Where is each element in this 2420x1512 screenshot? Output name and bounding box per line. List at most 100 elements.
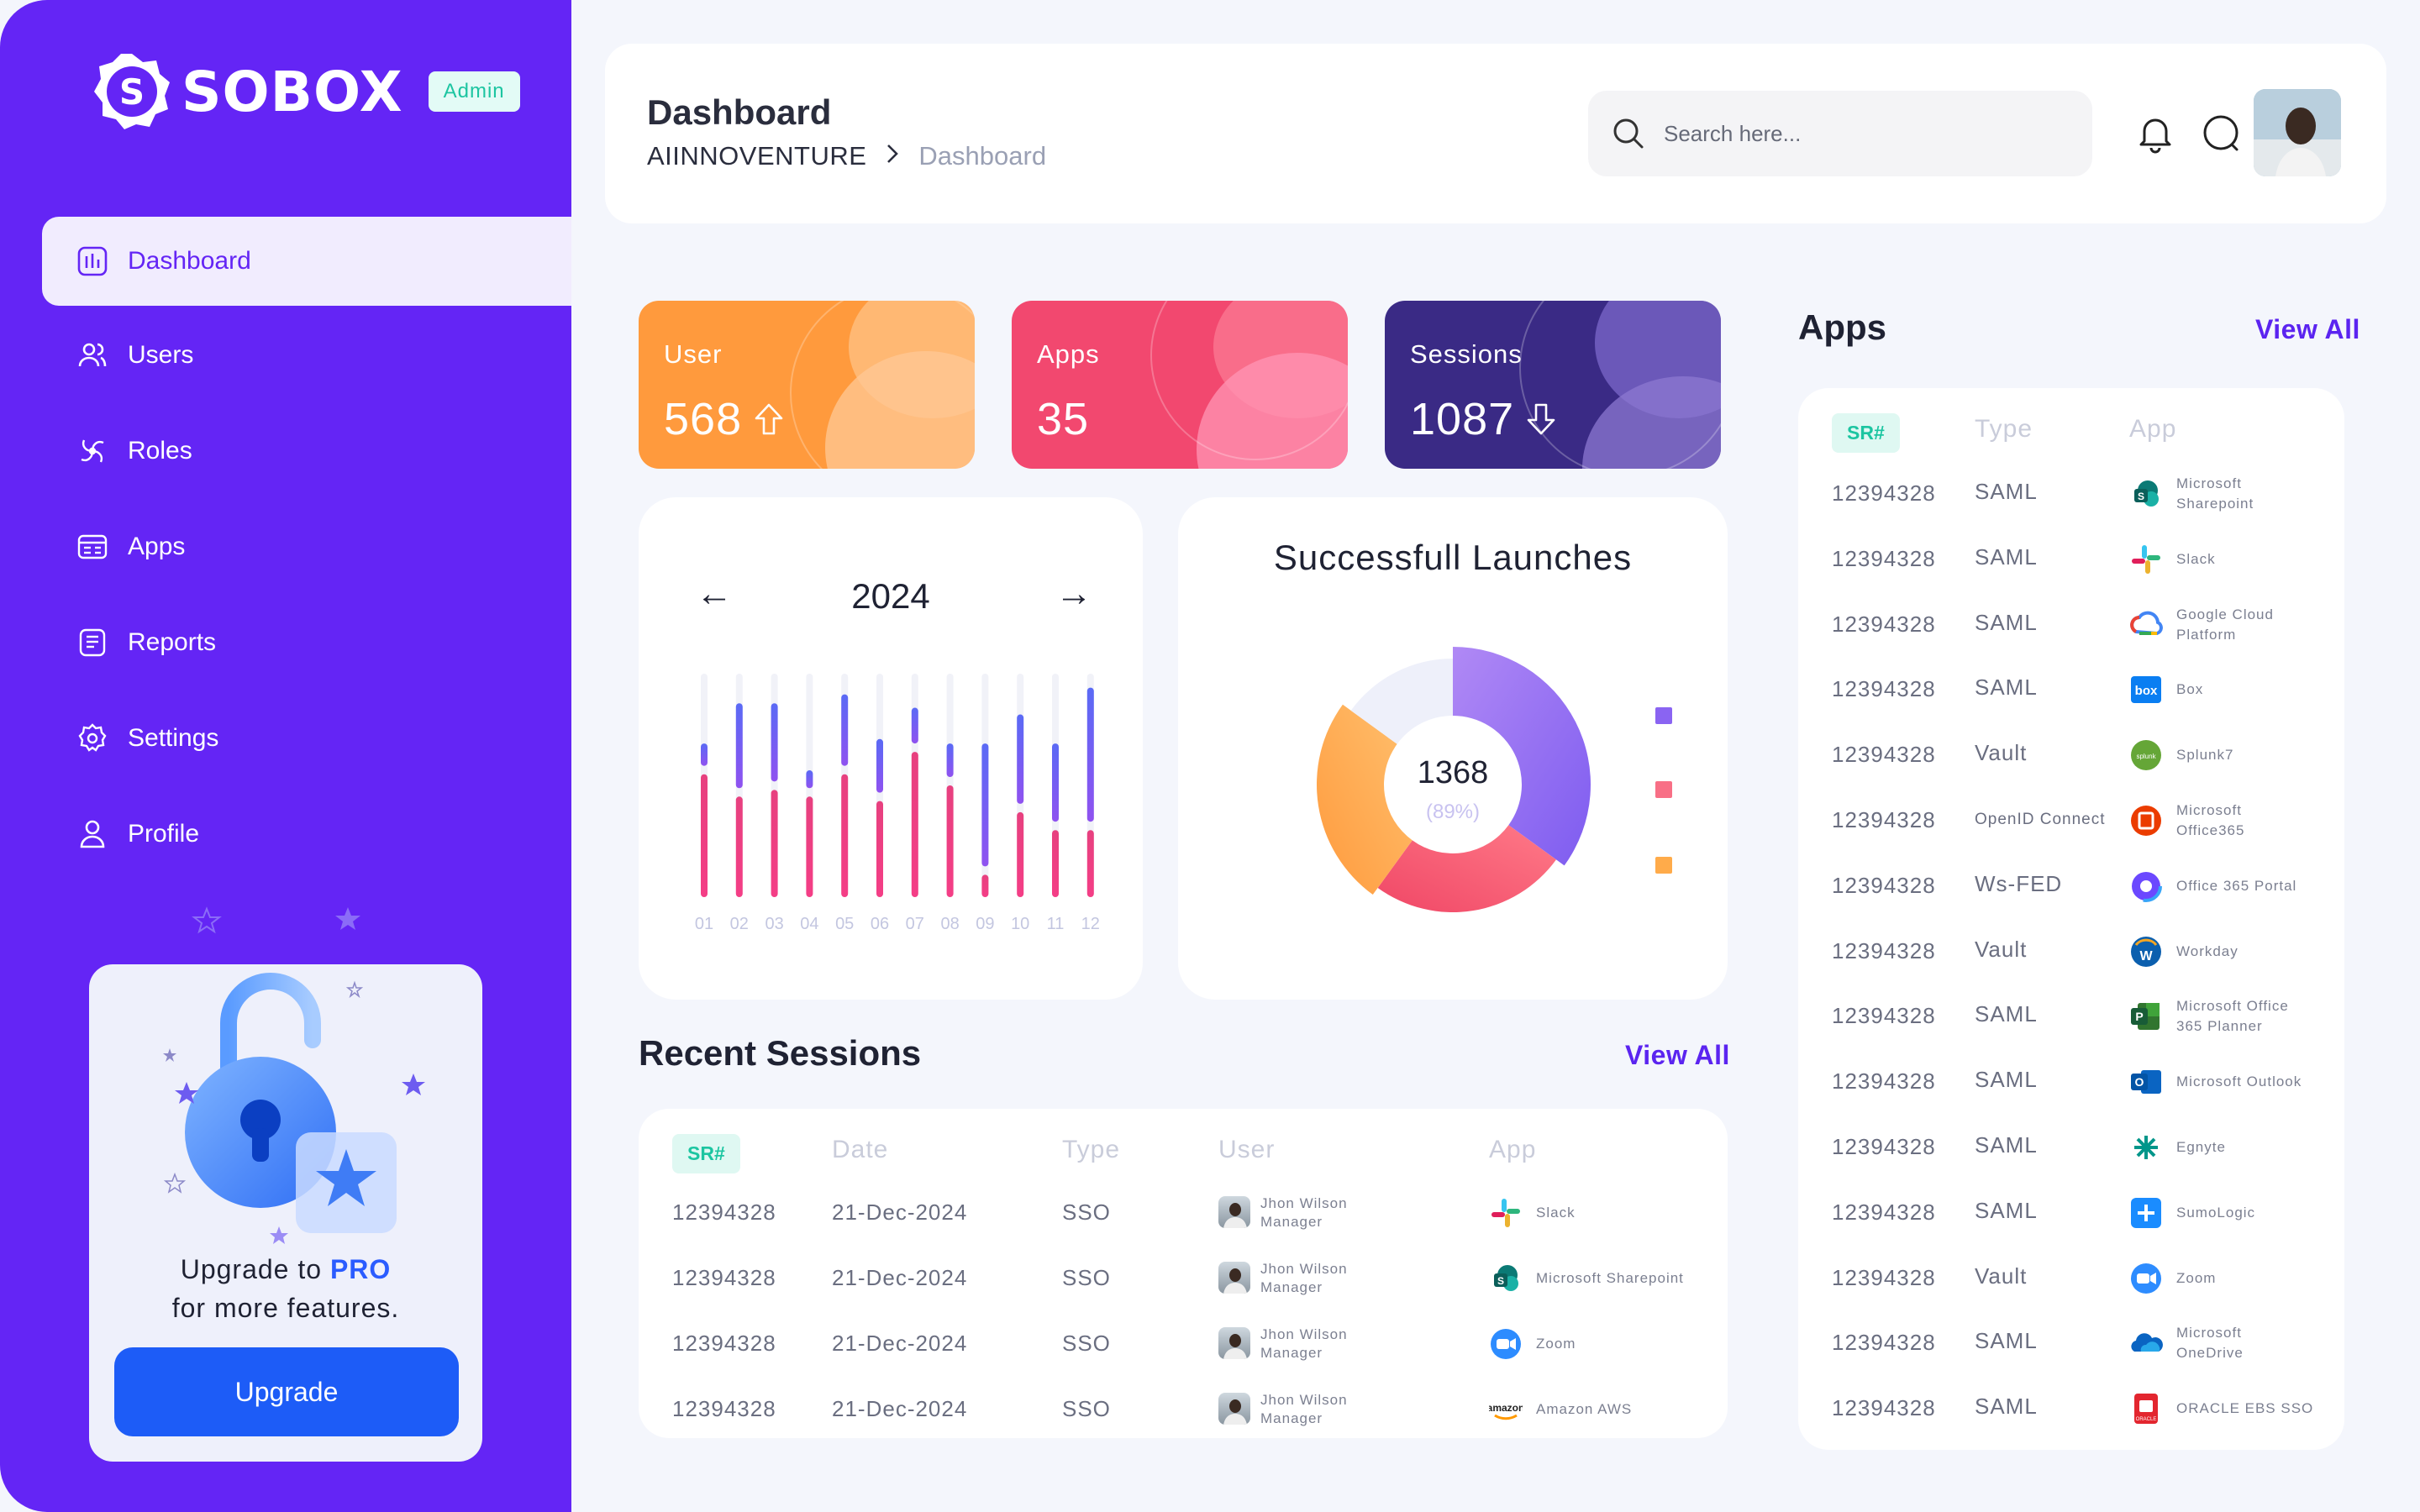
- list-item[interactable]: 12394328 Vault splunk Splunk7: [1798, 727, 2344, 785]
- bell-icon[interactable]: [2134, 113, 2176, 155]
- app-cell: Office 365 Portal: [2176, 876, 2296, 896]
- avatar[interactable]: [2254, 89, 2341, 176]
- sidebar-item-label: Reports: [128, 628, 217, 656]
- bar-segment-upper[interactable]: [841, 694, 849, 766]
- user-name: Jhon Wilson: [1260, 1326, 1348, 1342]
- table-row[interactable]: 12394328 21-Dec-2024 SSO Jhon Wilson Manager…: [639, 1383, 1728, 1441]
- reports-icon: [76, 626, 109, 659]
- brand[interactable]: S SOBOX Admin: [92, 52, 520, 131]
- app-name-line2: Office365: [2176, 822, 2245, 838]
- bar-segment-lower[interactable]: [806, 796, 813, 897]
- bar-segment-upper[interactable]: [806, 770, 813, 789]
- user-avatar: [1218, 1393, 1250, 1425]
- list-item[interactable]: 12394328 SAML Slack: [1798, 531, 2344, 590]
- bar-segment-lower[interactable]: [735, 796, 743, 897]
- list-item[interactable]: 12394328 SAML box Box: [1798, 661, 2344, 720]
- bar-segment-upper[interactable]: [771, 703, 778, 782]
- list-item[interactable]: 12394328 Ws-FED Office 365 Portal: [1798, 858, 2344, 916]
- bar-segment-lower[interactable]: [946, 785, 954, 897]
- table-row[interactable]: 12394328 21-Dec-2024 SSO Jhon Wilson Manager…: [639, 1317, 1728, 1376]
- list-item[interactable]: 12394328 SAML ORACLE ORACLE EBS SSO: [1798, 1380, 2344, 1439]
- bar-segment-upper[interactable]: [1086, 687, 1094, 822]
- chat-icon[interactable]: [2200, 113, 2242, 155]
- table-row[interactable]: 12394328 21-Dec-2024 SSO Jhon Wilson Manager…: [639, 1186, 1728, 1245]
- monthly-bar-chart: 01 02 03 04 05 06 07 08 09 10 11 12: [695, 674, 1100, 933]
- sidebar-item-label: Roles: [128, 437, 192, 465]
- list-item[interactable]: 12394328 Vault Zoom: [1798, 1250, 2344, 1309]
- bar-segment-lower[interactable]: [841, 774, 849, 897]
- bar-segment-upper[interactable]: [735, 703, 743, 789]
- list-item[interactable]: 12394328 SAML Google Cloud Platform: [1798, 596, 2344, 655]
- bar-segment-lower[interactable]: [1086, 830, 1094, 897]
- users-icon: [76, 339, 109, 372]
- list-item[interactable]: 12394328 SAML Egnyte: [1798, 1119, 2344, 1178]
- upgrade-line2: for more features.: [171, 1293, 400, 1323]
- bar-segment-lower[interactable]: [701, 774, 708, 897]
- list-item[interactable]: 12394328 SAML O Microsoft Outlook: [1798, 1053, 2344, 1112]
- user-stat-card[interactable]: User 568: [639, 301, 975, 469]
- slack-icon: [2129, 543, 2163, 576]
- donut-slice[interactable]: [1350, 659, 1453, 744]
- list-item[interactable]: 12394328 SAML S Microsoft Sharepoint: [1798, 465, 2344, 524]
- sidebar-item-roles[interactable]: Roles: [42, 405, 571, 497]
- x-tick-label: 09: [976, 915, 994, 933]
- prev-year-button[interactable]: ←: [696, 573, 733, 614]
- bar-segment-upper[interactable]: [1052, 743, 1059, 822]
- table-row[interactable]: 12394328 21-Dec-2024 SSO Jhon Wilson Manager…: [639, 1252, 1728, 1310]
- bar-segment-upper[interactable]: [911, 707, 918, 744]
- sidebar-item-profile[interactable]: Profile: [42, 788, 571, 880]
- sr-cell: 12394328: [1832, 872, 1936, 898]
- bar-segment-lower[interactable]: [876, 801, 883, 897]
- app-name-line1: Box: [2176, 681, 2204, 698]
- sidebar-item-dashboard[interactable]: Dashboard: [42, 217, 571, 306]
- bar-segment-upper[interactable]: [876, 738, 883, 793]
- type-cell: SAML: [1975, 609, 2038, 635]
- bar-segment-upper[interactable]: [981, 743, 989, 867]
- donut-slice[interactable]: [1317, 704, 1413, 895]
- search-box[interactable]: [1588, 91, 2092, 176]
- sessions-view-all-link[interactable]: View All: [1625, 1040, 1730, 1070]
- list-item[interactable]: 12394328 SAML P Microsoft Office 365 Planner: [1798, 988, 2344, 1047]
- stat-label: Apps: [1037, 339, 1100, 369]
- sidebar-item-reports[interactable]: Reports: [42, 596, 571, 689]
- profile-icon: [76, 817, 109, 851]
- list-item[interactable]: 12394328 SAML Microsoft OneDrive: [1798, 1315, 2344, 1373]
- bar-segment-lower[interactable]: [771, 790, 778, 897]
- bar-segment-lower[interactable]: [981, 874, 989, 897]
- sidebar-item-settings[interactable]: Settings: [42, 692, 571, 785]
- apps-stat-card[interactable]: Apps 35: [1012, 301, 1348, 469]
- list-item[interactable]: 12394328 OpenID Connect Microsoft Office365: [1798, 792, 2344, 851]
- sidebar-item-apps[interactable]: Apps: [42, 501, 571, 593]
- bar-segment-upper[interactable]: [946, 743, 954, 777]
- egnyte-icon: [2129, 1131, 2163, 1164]
- upgrade-button[interactable]: Upgrade: [114, 1347, 459, 1436]
- sr-header: SR#: [1832, 413, 1900, 453]
- bar-segment-upper[interactable]: [701, 743, 708, 766]
- donut-slice[interactable]: [1377, 825, 1556, 912]
- year-navigator: ← 2024 →: [639, 573, 1143, 623]
- donut-slice[interactable]: [1453, 647, 1591, 866]
- app-cell: Slack: [2176, 549, 2216, 570]
- bar-segment-lower[interactable]: [1052, 830, 1059, 897]
- sessions-stat-card[interactable]: Sessions 1087: [1385, 301, 1721, 469]
- sr-cell: 12394328: [1832, 1134, 1936, 1159]
- breadcrumb-root[interactable]: AIINNOVENTURE: [647, 141, 867, 171]
- sidebar-item-users[interactable]: Users: [42, 309, 571, 402]
- x-tick-label: 06: [871, 915, 889, 933]
- list-item[interactable]: 12394328 Vault W Workday: [1798, 923, 2344, 982]
- bar-segment-upper[interactable]: [1017, 714, 1024, 804]
- type-cell: SAML: [1975, 1197, 2038, 1223]
- user-role: Manager: [1260, 1279, 1323, 1295]
- apps-view-all-link[interactable]: View All: [2255, 314, 2360, 344]
- chart-icon: [76, 244, 109, 278]
- sr-cell: 12394328: [1832, 742, 1936, 768]
- bar-segment-lower[interactable]: [911, 752, 918, 897]
- list-item[interactable]: 12394328 SAML SumoLogic: [1798, 1184, 2344, 1243]
- bar-segment-lower[interactable]: [1017, 811, 1024, 897]
- svg-text:W: W: [2139, 949, 2153, 963]
- search-input[interactable]: [1664, 120, 2067, 147]
- user-avatar: [1218, 1262, 1250, 1294]
- next-year-button[interactable]: →: [1055, 573, 1092, 614]
- sr-cell: 12394328: [1832, 1395, 1936, 1421]
- chart-title: Successfull Launches: [1273, 538, 1633, 577]
